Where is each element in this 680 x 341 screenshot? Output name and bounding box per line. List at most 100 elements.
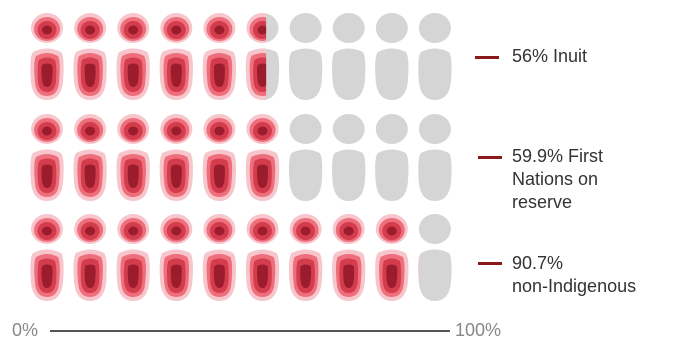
person-head-layer-0 <box>418 214 451 244</box>
person-head-layer-3 <box>214 226 225 236</box>
row-3-person-icon-1 <box>30 214 64 301</box>
person-body-layer-0 <box>418 149 452 201</box>
person-head-layer-3 <box>257 226 268 236</box>
person-head-layer-3 <box>171 25 182 35</box>
partial-filled-part <box>418 225 420 287</box>
person-head-layer-3 <box>85 126 96 136</box>
person-head-layer-0 <box>418 225 420 233</box>
row-3-label: 90.7% non-Indigenous <box>512 252 677 298</box>
person-body-layer-3 <box>257 164 268 188</box>
person-body-layer-0 <box>332 48 366 100</box>
row-2-person-icon-3 <box>116 114 150 201</box>
person-head-layer-3 <box>343 226 354 236</box>
person-body-layer-3 <box>41 164 53 188</box>
axis-min-label: 0% <box>12 320 39 340</box>
person-head-layer-0 <box>289 114 322 144</box>
row-2-person-icon-5 <box>202 114 237 201</box>
row-1-person-icon-4 <box>159 13 193 100</box>
person-body-layer-3 <box>84 264 96 288</box>
person-head-layer-0 <box>418 114 451 144</box>
person-body-layer-3 <box>127 63 139 87</box>
person-head-layer-3 <box>85 226 96 236</box>
row-3-label-text: 90.7% non-Indigenous <box>512 253 637 296</box>
row-3-person-icon-2 <box>73 214 107 301</box>
person-body-layer-3 <box>84 164 96 188</box>
person-head-layer-0 <box>375 114 408 144</box>
row-2-label-dash <box>478 156 502 159</box>
person-head-layer-3 <box>386 226 397 236</box>
row-1-label-dash <box>475 56 499 59</box>
person-body-layer-0 <box>418 249 452 301</box>
row-3-label-dash <box>478 262 502 265</box>
row-2-person-icon-8 <box>332 114 366 201</box>
row-1-person-icon-3 <box>116 13 150 100</box>
person-body-layer-3 <box>257 264 268 288</box>
row-1-label-text: 56% Inuit <box>512 46 588 66</box>
person-body-layer-3 <box>127 164 139 188</box>
person-head-layer-3 <box>85 25 96 35</box>
person-head-layer-3 <box>42 25 52 35</box>
person-body-layer-3 <box>127 264 139 288</box>
person-body-layer-0 <box>375 48 409 100</box>
person-body-layer-3 <box>170 264 182 288</box>
row-1-person-icon-7 <box>288 13 323 100</box>
row-2-person-icon-9 <box>375 114 409 201</box>
row-3-person-icon-4 <box>159 214 193 301</box>
person-body-layer-3 <box>257 63 267 87</box>
row-1-person-icon-8 <box>332 13 366 100</box>
person-body-layer-3 <box>170 164 182 188</box>
person-body-layer-0 <box>288 48 323 100</box>
person-body-layer-0 <box>375 149 409 201</box>
person-head-layer-3 <box>128 226 139 236</box>
person-head-layer-0 <box>289 13 322 43</box>
row-3-person-icon-5 <box>202 214 237 301</box>
row-1-label: 56% Inuit <box>512 45 677 68</box>
row-1-person-icon-10 <box>418 13 452 100</box>
row-1-person-icon-5 <box>202 13 237 100</box>
row-3-person-icon-10 <box>418 214 452 301</box>
row-2-person-icon-2 <box>73 114 107 201</box>
person-head-layer-3 <box>257 25 267 35</box>
row-3-person-icon-3 <box>116 214 150 301</box>
person-head-layer-3 <box>171 226 182 236</box>
row-1-person-icon-9 <box>375 13 409 100</box>
row-1-person-icon-6 <box>245 13 280 100</box>
person-head-layer-3 <box>300 226 311 236</box>
person-body-layer-0 <box>288 149 323 201</box>
row-1-person-icon-1 <box>30 13 64 100</box>
person-head-layer-3 <box>128 25 139 35</box>
person-head-layer-3 <box>214 25 225 35</box>
axis-max-label: 100% <box>455 320 502 340</box>
row-2-person-icon-1 <box>30 114 64 201</box>
row-1-person-icon-2 <box>73 13 107 100</box>
row-2-person-icon-6 <box>245 114 280 201</box>
person-body-layer-3 <box>41 63 53 87</box>
row-2-person-icon-4 <box>159 114 193 201</box>
row-2-label-text: 59.9% First Nations on reserve <box>512 146 604 212</box>
person-head-layer-0 <box>418 13 451 43</box>
person-head-layer-3 <box>42 126 52 136</box>
partial-filled-part <box>245 13 267 100</box>
row-3-person-icon-8 <box>332 214 366 301</box>
row-3-person-icon-7 <box>288 214 323 301</box>
person-head-layer-0 <box>332 114 365 144</box>
person-body-layer-3 <box>84 63 96 87</box>
person-body-layer-0 <box>418 48 452 100</box>
partial-empty-part <box>418 214 452 301</box>
person-body-layer-3 <box>170 63 182 87</box>
person-head-layer-3 <box>214 126 225 136</box>
person-body-layer-0 <box>332 149 366 201</box>
person-body-layer-3 <box>386 264 398 288</box>
person-head-layer-3 <box>42 226 52 236</box>
partial-filled-part <box>245 114 280 201</box>
row-2-label: 59.9% First Nations on reserve <box>512 145 677 214</box>
person-body-layer-0 <box>418 256 420 287</box>
person-body-layer-3 <box>343 264 355 288</box>
person-body-layer-3 <box>213 63 225 87</box>
axis-line <box>50 330 450 332</box>
row-3-person-icon-9 <box>375 214 409 301</box>
person-body-layer-3 <box>300 264 312 288</box>
person-head-layer-3 <box>257 126 268 136</box>
person-body-layer-3 <box>213 264 225 288</box>
